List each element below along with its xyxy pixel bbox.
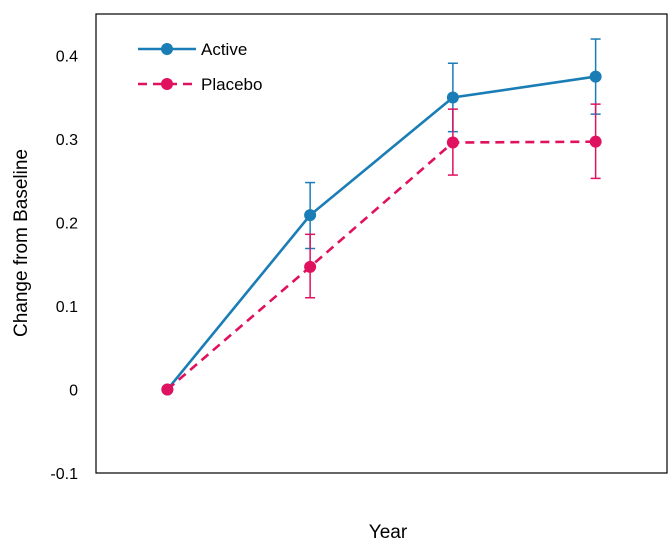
data-point-placebo — [304, 260, 317, 273]
data-point-placebo — [589, 135, 602, 148]
y-tick-label: 0.1 — [56, 299, 78, 316]
legend-label-active: Active — [201, 40, 247, 59]
error-bars — [305, 38, 601, 299]
data-point-active — [589, 70, 602, 83]
y-axis-title: Change from Baseline — [11, 149, 32, 337]
series-lines — [166, 75, 596, 391]
y-tick-label: 0.2 — [56, 216, 78, 233]
series-line-placebo — [166, 140, 596, 391]
y-axis-ticks: -0.1 0 0.1 0.2 0.3 0.4 — [50, 49, 78, 483]
x-axis-title: Year — [369, 522, 408, 541]
y-tick-label: 0.4 — [56, 49, 78, 66]
series-points — [161, 70, 602, 396]
legend-marker-active — [161, 43, 173, 55]
data-point-active — [446, 91, 459, 104]
plot-area-frame — [95, 13, 668, 474]
y-tick-label: 0 — [69, 383, 78, 400]
series-line-active — [166, 75, 596, 391]
data-point-placebo — [161, 383, 174, 396]
legend: Active Placebo — [138, 40, 262, 94]
data-point-active — [304, 209, 317, 222]
y-tick-label: -0.1 — [50, 466, 78, 483]
legend-marker-placebo — [161, 78, 173, 90]
y-tick-label: 0.3 — [56, 132, 78, 149]
legend-label-placebo: Placebo — [201, 75, 262, 94]
data-point-placebo — [446, 136, 459, 149]
